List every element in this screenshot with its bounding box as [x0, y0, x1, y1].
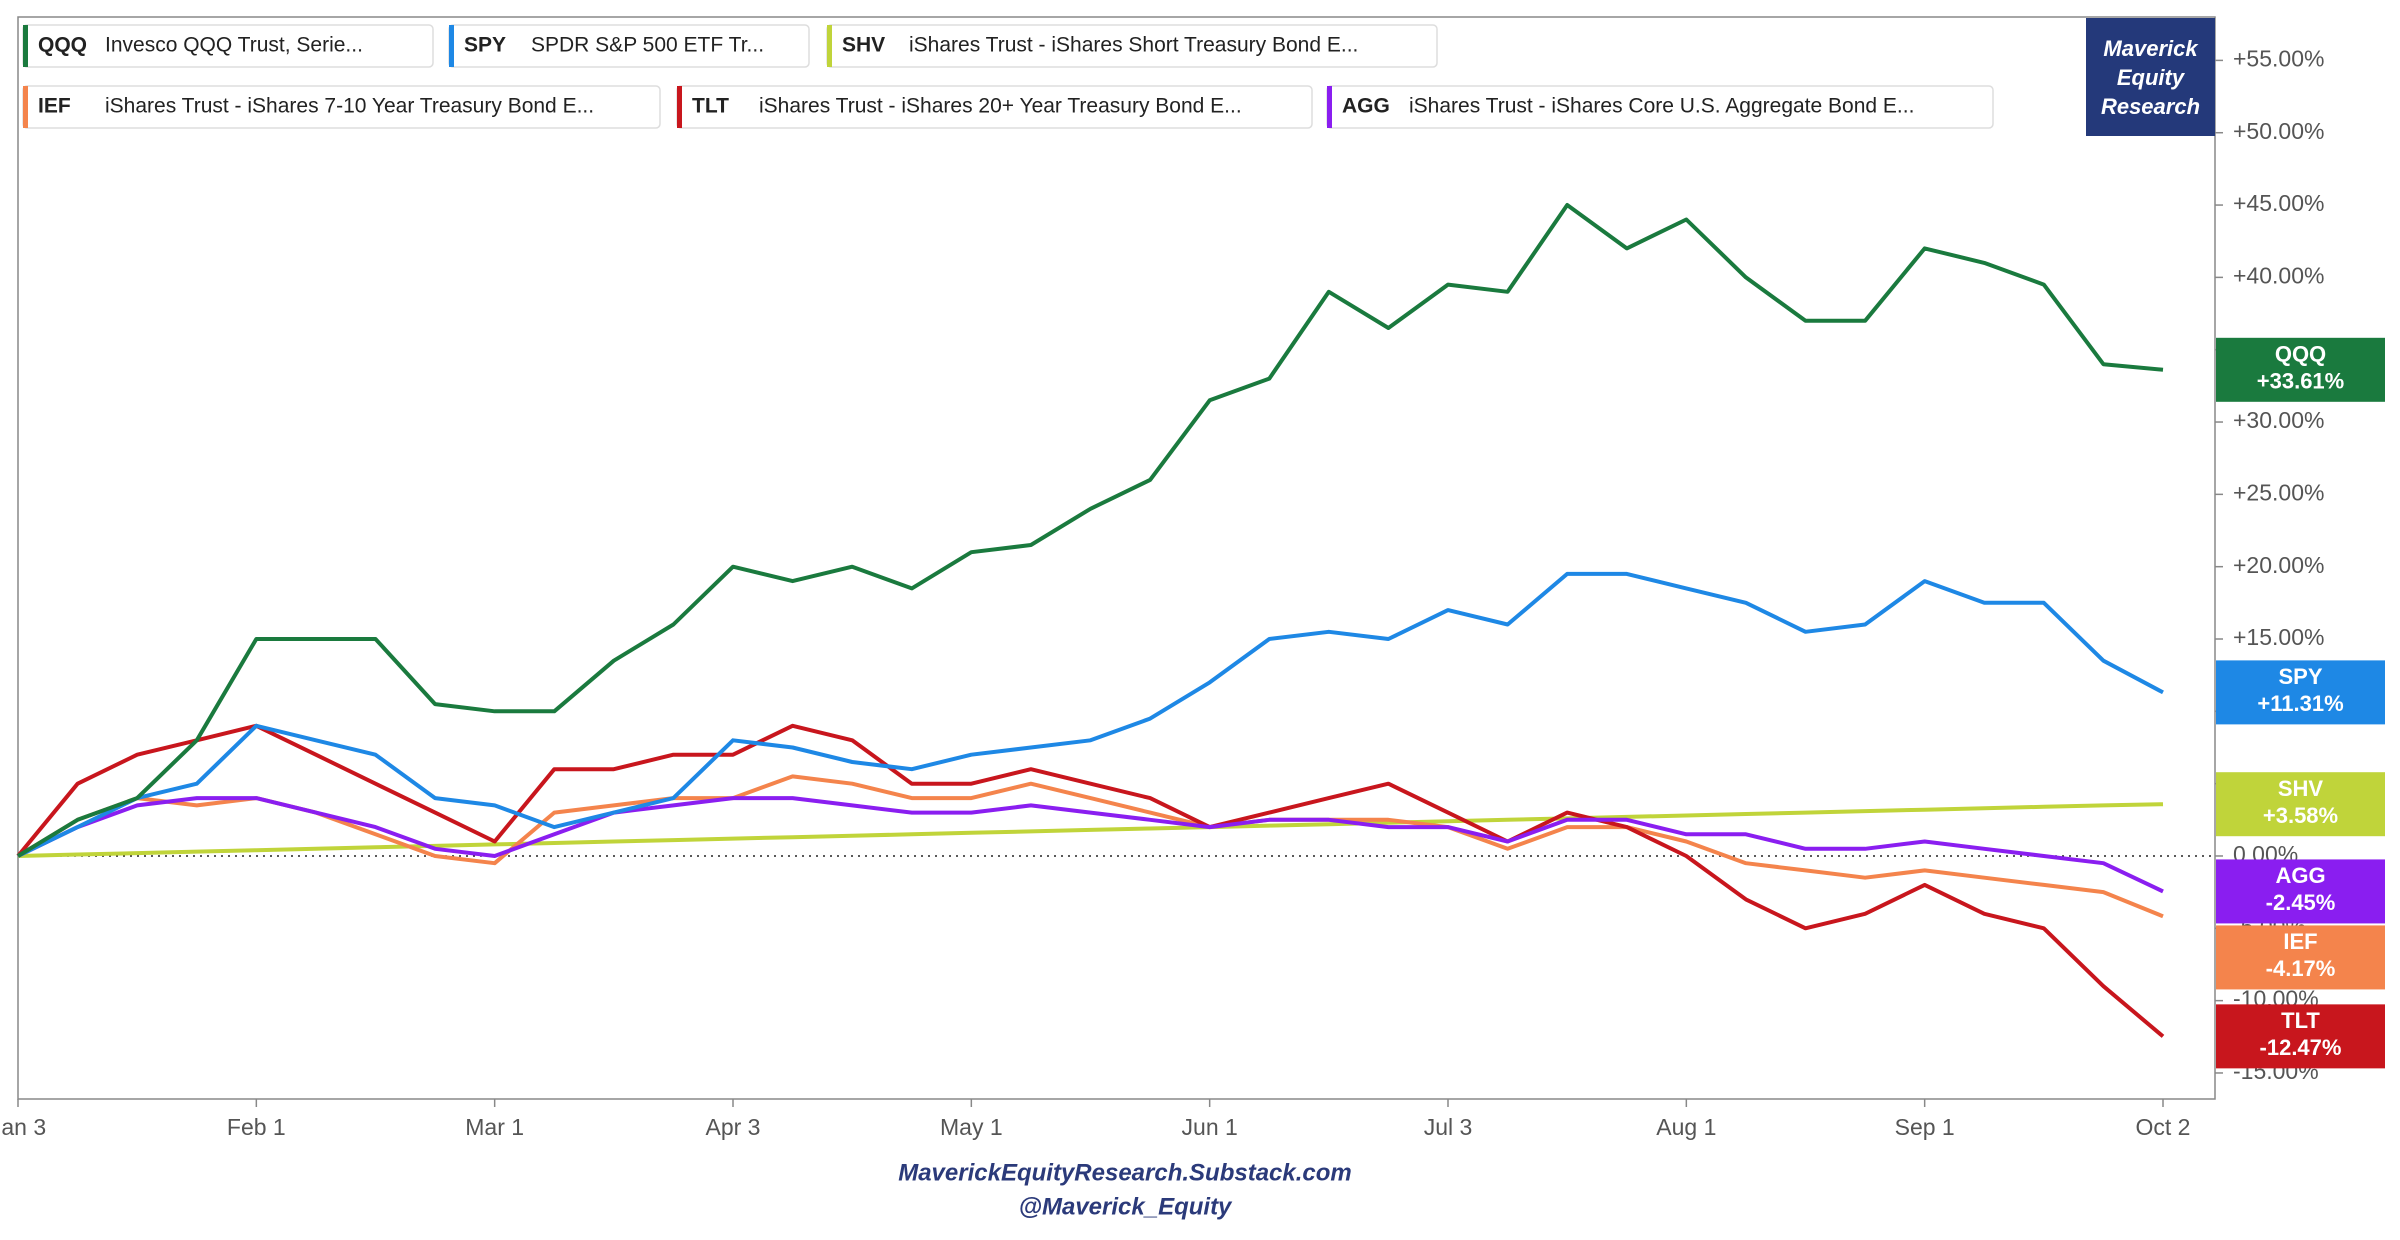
- end-badge-name: QQQ: [2275, 342, 2326, 367]
- series-line: [17, 802, 2164, 858]
- legend-symbol: AGG: [1342, 95, 1390, 118]
- y-tick-label: +40.00%: [2233, 262, 2324, 288]
- series-line: [17, 571, 2164, 858]
- y-tick-label: +30.00%: [2233, 407, 2324, 433]
- x-tick-label: Oct 2: [2136, 1114, 2191, 1140]
- legend-symbol: SHV: [842, 34, 885, 57]
- end-badge-name: SHV: [2278, 776, 2324, 801]
- x-tick-label: Jun 1: [1182, 1114, 1238, 1140]
- x-tick-label: May 1: [940, 1114, 1003, 1140]
- watermark: Maverick Equity Research: [2100, 35, 2201, 119]
- watermark-wrap: Maverick Equity Research: [2100, 35, 2201, 119]
- legend-desc: Invesco QQQ Trust, Serie...: [105, 34, 363, 57]
- legend-desc: iShares Trust - iShares Short Treasury B…: [909, 34, 1358, 57]
- end-badge-name: SPY: [2278, 664, 2322, 689]
- legend-swatch: [449, 25, 454, 67]
- x-tick-label: Jan 3: [0, 1114, 46, 1140]
- end-badge: [2216, 660, 2385, 725]
- x-tick-label: Sep 1: [1895, 1114, 1955, 1140]
- series-line: [16, 203, 2164, 858]
- end-badge: [2216, 859, 2385, 924]
- end-badge-name: TLT: [2281, 1008, 2320, 1033]
- end-badge-name: AGG: [2275, 863, 2325, 888]
- x-tick-label: Apr 3: [706, 1114, 761, 1140]
- end-badge-value: -2.45%: [2266, 890, 2336, 915]
- x-tick-label: Mar 1: [465, 1114, 524, 1140]
- end-badge: [2216, 1004, 2385, 1069]
- legend-symbol: QQQ: [38, 34, 87, 57]
- legend-symbol: IEF: [38, 95, 71, 118]
- legend-symbol: TLT: [692, 95, 729, 118]
- end-badge-value: -4.17%: [2266, 956, 2336, 981]
- x-tick-label: Feb 1: [227, 1114, 286, 1140]
- legend-desc: iShares Trust - iShares 20+ Year Treasur…: [759, 95, 1242, 118]
- plot-frame: [17, 16, 2216, 1100]
- end-badge-value: +3.58%: [2263, 803, 2338, 828]
- legend-desc: iShares Trust - iShares Core U.S. Aggreg…: [1409, 95, 1914, 118]
- footer-handle: @Maverick_Equity: [1019, 1193, 1233, 1220]
- end-badge-value: -12.47%: [2260, 1035, 2342, 1060]
- end-badge-value: +33.61%: [2257, 369, 2344, 394]
- watermark-box: [2086, 18, 2215, 136]
- y-tick-label: +25.00%: [2233, 479, 2324, 505]
- legend-swatch: [1327, 86, 1332, 128]
- legend-swatch: [677, 86, 682, 128]
- end-badge: [2216, 925, 2385, 990]
- footer-url: MaverickEquityResearch.Substack.com: [898, 1159, 1352, 1186]
- y-tick-label: +55.00%: [2233, 45, 2324, 71]
- y-tick-label: +50.00%: [2233, 118, 2324, 144]
- end-badge: [2216, 772, 2385, 837]
- x-tick-label: Jul 3: [1424, 1114, 1473, 1140]
- legend-symbol: SPY: [464, 34, 506, 57]
- legend-desc: SPDR S&P 500 ETF Tr...: [531, 34, 764, 57]
- end-badge-name: IEF: [2283, 929, 2317, 954]
- legend-desc: iShares Trust - iShares 7-10 Year Treasu…: [105, 95, 594, 118]
- y-tick-label: +15.00%: [2233, 624, 2324, 650]
- legend-swatch: [827, 25, 832, 67]
- series-line: [17, 796, 2164, 894]
- series-line: [16, 774, 2164, 919]
- end-badge: [2216, 337, 2385, 402]
- end-badge-value: +11.31%: [2257, 691, 2343, 716]
- y-tick-label: +20.00%: [2233, 552, 2324, 578]
- y-tick-label: +45.00%: [2233, 190, 2324, 216]
- legend-swatch: [23, 86, 28, 128]
- legend-swatch: [23, 25, 28, 67]
- x-tick-label: Aug 1: [1656, 1114, 1716, 1140]
- series-line: [16, 723, 2165, 1038]
